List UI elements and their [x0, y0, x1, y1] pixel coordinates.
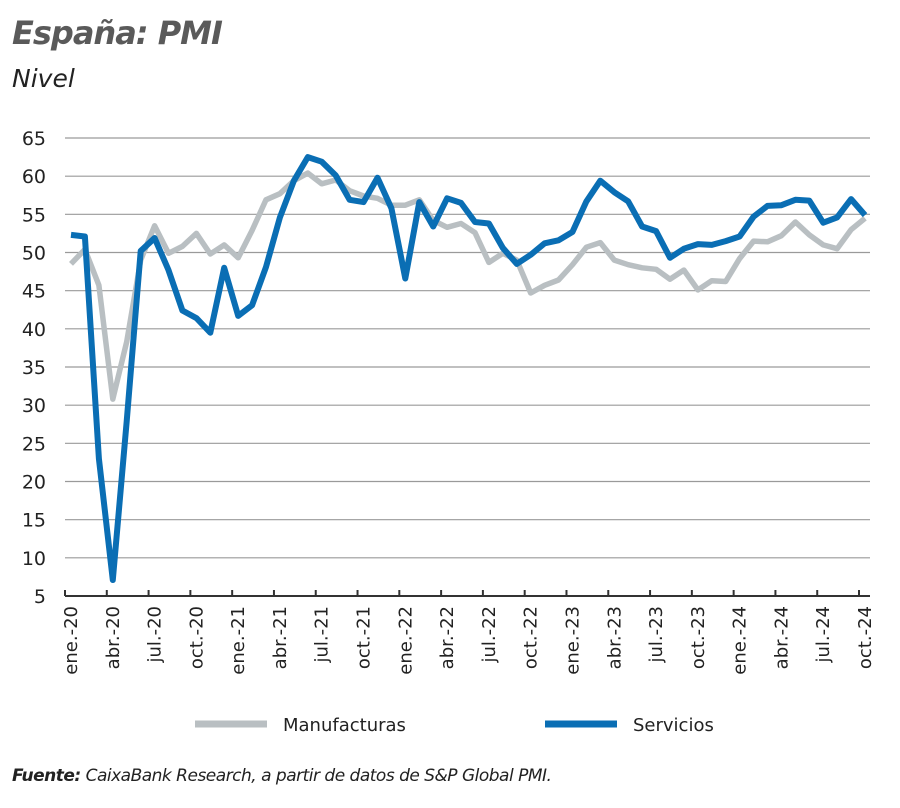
legend-label: Servicios [633, 715, 714, 736]
x-tick-label: oct.-23 [688, 606, 709, 669]
x-tick-label: abr.-21 [270, 606, 291, 669]
x-tick-label: abr.-20 [103, 606, 124, 669]
x-tick-label: jul.-24 [813, 606, 834, 664]
x-tick-label: oct.-21 [354, 606, 375, 669]
y-tick-label: 30 [22, 395, 46, 417]
y-tick-label: 45 [22, 281, 46, 303]
x-tick-label: oct.-22 [521, 606, 542, 669]
x-tick-label: abr.-22 [437, 606, 458, 669]
chart-subtitle: Nivel [12, 64, 75, 93]
x-tick-label: jul.-22 [479, 606, 500, 664]
y-tick-label: 20 [22, 472, 46, 494]
series-line-manufacturas [69, 170, 867, 402]
series-line-servicios [70, 154, 868, 583]
source-note: Fuente: CaixaBank Research, a partir de … [12, 766, 552, 786]
line-chart: 5 10 15 20 25 30 35 40 45 50 55 60 65 ene.-20 abr.-20 j… [22, 128, 876, 736]
y-tick-label: 5 [34, 586, 46, 608]
y-tick-label: 40 [22, 319, 46, 341]
source-text: CaixaBank Research, a partir de datos de… [80, 766, 552, 786]
x-tick-label: ene.-22 [395, 606, 416, 675]
y-tick-label: 60 [22, 166, 46, 188]
x-tick-label: ene.-20 [61, 606, 82, 675]
x-tick-label: oct.-20 [186, 606, 207, 669]
x-tick-label: jul.-20 [145, 606, 166, 664]
y-tick-label: 65 [22, 128, 46, 150]
x-tick-label: jul.-23 [646, 606, 667, 664]
y-tick-label: 50 [22, 243, 46, 265]
y-tick-label: 35 [22, 357, 46, 379]
x-tick-label: ene.-21 [228, 606, 249, 675]
chart-title: España: PMI [12, 14, 223, 52]
y-tick-label: 55 [22, 204, 46, 226]
x-tick-label: abr.-23 [604, 606, 625, 669]
y-tick-label: 25 [22, 433, 46, 455]
x-tick-label: abr.-24 [771, 606, 792, 669]
x-tick-label: oct.-24 [855, 606, 876, 669]
legend-label: Manufacturas [283, 715, 406, 736]
y-tick-label: 10 [22, 548, 46, 570]
y-tick-label: 15 [22, 510, 46, 532]
x-tick-label: ene.-24 [730, 606, 751, 675]
source-label: Fuente: [12, 766, 81, 786]
x-tick-label: ene.-23 [562, 606, 583, 675]
x-tick-label: jul.-21 [312, 606, 333, 664]
